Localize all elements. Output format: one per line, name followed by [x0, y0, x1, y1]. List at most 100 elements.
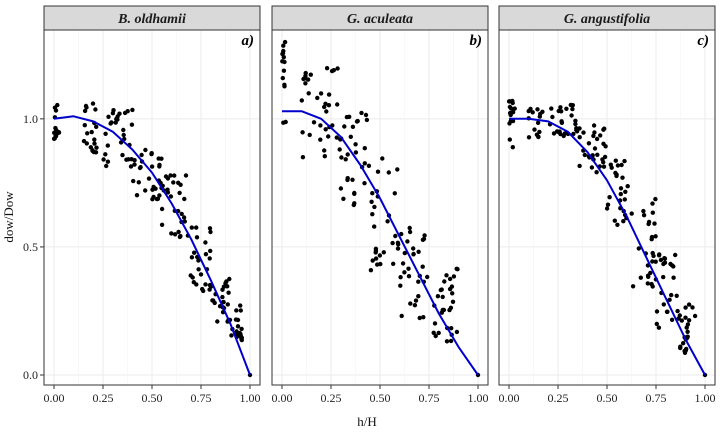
- data-point: [280, 51, 285, 57]
- data-point: [630, 284, 636, 289]
- data-point: [416, 279, 421, 284]
- data-point: [103, 131, 108, 136]
- data-point: [594, 170, 599, 175]
- data-point: [190, 275, 195, 280]
- data-point: [203, 252, 209, 257]
- data-point: [281, 43, 286, 48]
- data-point: [540, 109, 545, 115]
- y-tick-label: 0.0: [23, 368, 38, 382]
- data-point: [537, 129, 542, 135]
- data-point: [94, 124, 99, 129]
- data-point: [169, 231, 174, 236]
- data-point: [189, 225, 194, 230]
- data-point: [159, 206, 165, 212]
- data-point: [577, 126, 582, 131]
- data-point: [526, 135, 532, 140]
- x-tick-label: 0.75: [646, 391, 667, 405]
- data-point: [615, 163, 621, 168]
- data-point: [395, 240, 401, 245]
- data-point: [615, 222, 620, 227]
- data-point: [549, 106, 554, 111]
- data-point: [675, 308, 680, 314]
- data-point: [157, 193, 162, 198]
- data-point: [165, 176, 171, 181]
- data-point: [598, 133, 603, 138]
- panel-title: G. angustifolia: [564, 12, 650, 27]
- panel-label: b): [470, 33, 483, 49]
- data-point: [385, 219, 390, 224]
- data-point: [411, 251, 416, 257]
- data-point: [622, 158, 627, 164]
- data-point: [155, 196, 161, 201]
- data-point: [550, 114, 555, 120]
- data-point: [131, 178, 136, 184]
- data-point: [120, 152, 125, 158]
- data-point: [416, 294, 421, 299]
- data-point: [337, 147, 342, 152]
- data-point: [338, 186, 344, 191]
- data-point: [413, 298, 419, 303]
- data-point: [101, 157, 106, 162]
- data-point: [221, 299, 226, 305]
- data-point: [577, 163, 582, 169]
- data-point: [105, 143, 111, 148]
- data-point: [350, 177, 355, 182]
- data-point: [435, 294, 441, 299]
- data-point: [91, 149, 97, 155]
- data-point: [82, 123, 88, 128]
- data-point: [602, 126, 607, 131]
- x-axis-title: h/H: [357, 414, 377, 429]
- data-point: [53, 134, 59, 139]
- data-point: [171, 180, 176, 185]
- data-point: [556, 129, 561, 135]
- data-point: [159, 222, 165, 227]
- data-point: [662, 256, 668, 261]
- data-point: [412, 303, 418, 308]
- data-point: [573, 118, 578, 124]
- data-point: [559, 119, 564, 124]
- data-point: [203, 282, 208, 287]
- data-point: [607, 195, 612, 200]
- data-point: [669, 317, 675, 322]
- data-point: [323, 127, 328, 132]
- data-point: [306, 91, 311, 96]
- x-tick-label: 0.50: [142, 391, 163, 405]
- data-point: [623, 189, 628, 194]
- data-point: [375, 262, 380, 267]
- data-point: [646, 219, 652, 225]
- x-tick-label: 0.25: [321, 391, 342, 405]
- data-point: [151, 184, 156, 190]
- data-point: [433, 333, 438, 339]
- data-point: [405, 239, 410, 244]
- data-point: [165, 187, 170, 192]
- fitted-curve: [509, 117, 706, 376]
- x-tick-label: 0.50: [370, 391, 391, 405]
- data-point: [661, 274, 666, 280]
- data-point: [352, 191, 357, 196]
- data-point: [115, 117, 120, 122]
- data-point: [136, 180, 141, 185]
- data-point: [177, 190, 182, 196]
- data-point: [303, 81, 308, 86]
- data-point: [690, 305, 695, 310]
- data-point: [359, 110, 364, 116]
- data-point: [227, 276, 232, 282]
- data-point: [85, 131, 90, 136]
- data-point: [178, 182, 183, 187]
- data-point: [641, 208, 646, 214]
- data-point: [661, 261, 666, 267]
- data-point: [354, 119, 360, 124]
- data-point: [398, 283, 403, 288]
- data-point: [421, 315, 426, 320]
- data-point: [334, 135, 339, 140]
- data-point: [315, 95, 320, 101]
- data-point: [395, 246, 401, 251]
- data-point: [658, 257, 664, 263]
- data-point: [129, 122, 135, 127]
- data-point: [326, 103, 332, 108]
- data-point: [156, 156, 161, 161]
- data-point: [282, 59, 287, 65]
- data-point: [448, 305, 454, 310]
- data-point: [143, 147, 148, 153]
- data-point: [602, 154, 608, 160]
